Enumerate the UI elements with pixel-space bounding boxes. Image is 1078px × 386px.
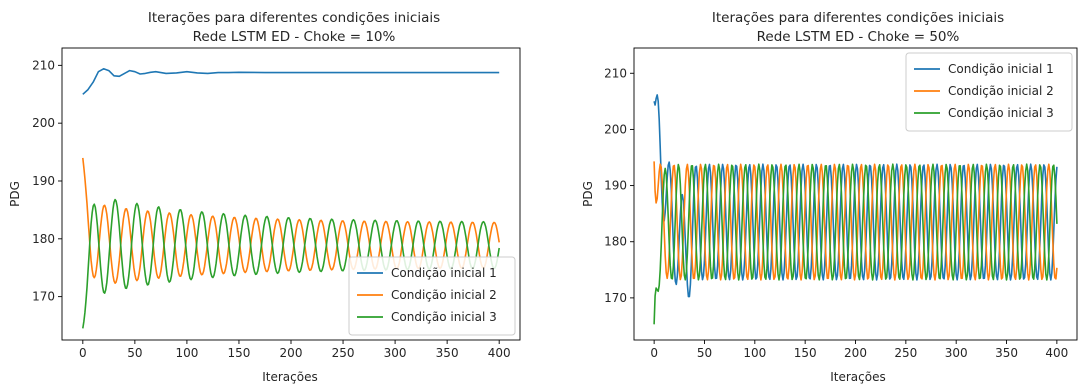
chart-title: Iterações para diferentes condições inic… <box>712 10 1004 26</box>
chart-title: Iterações para diferentes condições inic… <box>148 10 440 26</box>
chart-subtitle: Rede LSTM ED - Choke = 50% <box>757 29 960 45</box>
y-tick-label: 190 <box>604 179 627 193</box>
series-line-3 <box>653 163 1058 325</box>
x-axis-label: Iterações <box>830 370 886 384</box>
x-tick-label: 300 <box>945 346 968 360</box>
y-tick-label: 210 <box>604 66 627 80</box>
y-tick-label: 170 <box>604 291 627 305</box>
legend: Condição inicial 1 Condição inicial 2 Cond… <box>905 52 1073 132</box>
y-tick-label: 200 <box>32 116 55 130</box>
legend-box <box>905 52 1073 132</box>
x-tick-label: 150 <box>228 346 251 360</box>
x-tick-label: 350 <box>995 346 1018 360</box>
legend-entry: Condição inicial 3 <box>391 310 497 324</box>
series-line-2 <box>653 161 1058 281</box>
legend-entry: Condição inicial 1 <box>948 62 1054 76</box>
x-tick-label: 400 <box>1045 346 1068 360</box>
x-tick-label: 350 <box>436 346 459 360</box>
x-axis-label: Iterações <box>262 370 318 384</box>
plot-area: 0 50 100 150 200 250 300 350 400 170 180 190 200 210 <box>604 47 1078 360</box>
y-tick-label: 190 <box>32 174 55 188</box>
legend-box <box>348 256 516 336</box>
y-tick-label: 170 <box>32 290 55 304</box>
x-tick-label: 300 <box>384 346 407 360</box>
y-axis-label: PDG <box>581 181 595 207</box>
y-tick-label: 210 <box>32 58 55 72</box>
series-line-1 <box>653 94 1058 298</box>
x-tick-label: 250 <box>894 346 917 360</box>
x-tick-label: 50 <box>697 346 712 360</box>
x-tick-label: 100 <box>743 346 766 360</box>
y-tick-label: 180 <box>32 232 55 246</box>
legend-entry: Condição inicial 3 <box>948 106 1054 120</box>
x-tick-label: 100 <box>175 346 198 360</box>
y-tick-label: 200 <box>604 122 627 136</box>
series-line-1 <box>82 68 500 95</box>
x-tick-label: 200 <box>280 346 303 360</box>
x-tick-label: 0 <box>650 346 658 360</box>
x-tick-label: 0 <box>79 346 87 360</box>
series-line-2 <box>82 157 500 284</box>
x-tick-label: 250 <box>332 346 355 360</box>
chart-subtitle: Rede LSTM ED - Choke = 10% <box>193 29 396 45</box>
legend-entry: Condição inicial 1 <box>391 266 497 280</box>
y-tick-label: 180 <box>604 235 627 249</box>
legend-entry: Condição inicial 2 <box>948 84 1054 98</box>
x-tick-label: 400 <box>488 346 511 360</box>
legend: Condição inicial 1 Condição inicial 2 Cond… <box>348 256 516 336</box>
chart-right: Iterações para diferentes condições inic… <box>581 10 1078 384</box>
y-axis-label: PDG <box>8 181 22 207</box>
chart-left: Iterações para diferentes condições inic… <box>8 10 521 384</box>
legend-entry: Condição inicial 2 <box>391 288 497 302</box>
x-tick-label: 50 <box>127 346 142 360</box>
x-tick-label: 150 <box>794 346 817 360</box>
plot-area: 0 50 100 150 200 250 300 350 400 170 180 190 200 210 <box>32 47 521 360</box>
x-tick-label: 200 <box>844 346 867 360</box>
